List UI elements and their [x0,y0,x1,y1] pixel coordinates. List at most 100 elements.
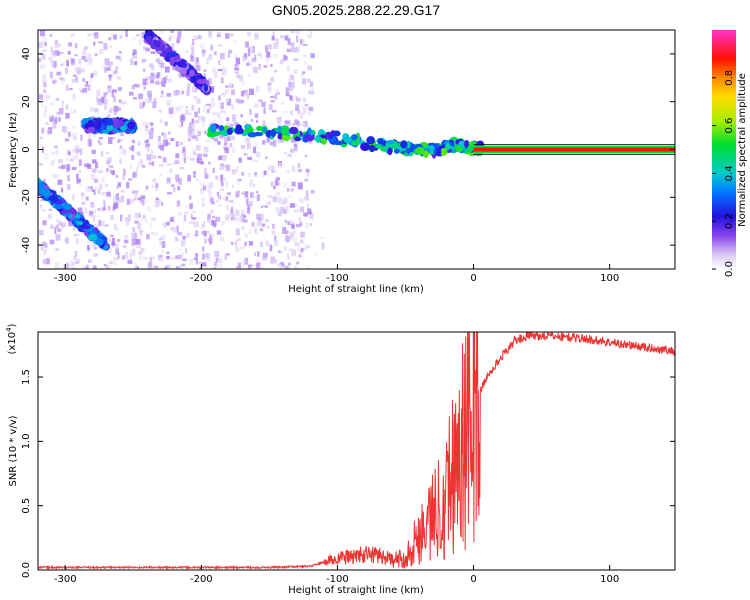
spectrogram-speckle [158,109,162,113]
spectrogram-speckle [96,96,99,103]
spectrogram-speckle [234,64,239,68]
spectrogram-speckle [231,104,234,110]
spectrogram-speckle [241,78,244,86]
spectrogram-speckle [236,265,242,269]
spectrogram-speckle [223,146,229,150]
spectrogram-speckle [243,214,246,219]
spectrogram-cell [38,185,45,194]
spectrogram-speckle [118,99,122,104]
spectrogram-speckle [235,98,240,103]
spectrogram-cell [366,136,376,145]
spectrogram-speckle [122,150,127,156]
spectrogram-speckle [287,253,290,260]
spectrogram-speckle [254,113,259,118]
spectrogram-speckle [83,266,87,269]
spectrogram-speckle [171,42,175,49]
spectrogram-speckle [178,265,183,269]
spectrogram-speckle [76,232,81,237]
spectrogram-speckle [187,137,191,142]
spectrogram-speckle [140,247,145,253]
spectrogram-speckle [295,261,300,265]
spectrogram-speckle [302,107,307,115]
spectrogram-speckle [285,93,290,97]
spectrogram-speckle [278,162,282,169]
spectrogram-speckle [189,60,193,64]
spectrogram-speckle [60,187,64,193]
spectrogram-speckle [103,43,108,50]
spectrogram-speckle [204,173,209,179]
spectrogram-speckle [247,143,252,149]
spectrogram-speckle [41,104,44,108]
spectrogram-speckle [81,192,84,200]
spectrogram-speckle [52,81,55,85]
spectrogram-speckle [225,33,230,39]
spectrogram-speckle [137,222,142,230]
spectrogram-speckle [42,49,48,52]
spectrogram-speckle [124,251,129,259]
spectrogram-speckle [106,168,110,172]
spectrogram-speckle [83,207,88,211]
spectrogram-speckle [89,59,92,62]
spectrogram-speckle [163,222,167,228]
spectrogram-speckle [138,251,142,255]
spectrogram-speckle [49,117,54,123]
spectrogram-speckle [305,245,311,249]
spectrogram-speckle [290,75,294,80]
y-tick-label: 40 [21,48,32,61]
spectrogram-speckle [277,263,281,267]
spectrogram-speckle [58,117,61,122]
spectrogram-speckle [287,38,291,45]
spectrogram-speckle [266,51,271,58]
spectrogram-speckle [111,91,117,94]
spectrogram-speckle [149,257,152,263]
spectrogram-speckle [284,55,288,60]
spectrogram-speckle [224,254,227,261]
spectrogram-speckle [247,47,251,52]
spectrogram-speckle [205,256,211,262]
spectrogram-speckle [260,213,264,220]
spectrogram-speckle [129,57,134,63]
spectrogram-speckle [281,101,285,105]
spectrogram-cell [165,47,173,54]
spectrogram-speckle [153,97,157,104]
spectrogram-speckle [228,200,234,203]
spectrogram-speckle [235,191,239,198]
spectrogram-speckle [196,144,201,151]
spectrogram-speckle [293,58,299,61]
spectrogram-speckle [56,267,61,269]
spectrogram-speckle [155,183,159,188]
spectrogram-speckle [254,142,258,149]
spectrogram-speckle [262,140,266,145]
spectrogram-speckle [60,78,66,82]
spectrogram-speckle [179,75,185,78]
spectrogram-speckle [196,157,200,164]
spectrogram-speckle [91,159,97,164]
spectrogram-speckle [107,114,111,118]
spectrogram-speckle [216,191,219,196]
spectrogram-speckle [314,253,317,257]
spectrogram-speckle [131,61,137,65]
spectrogram-speckle [244,241,248,247]
spectrogram-speckle [85,185,91,193]
spectrogram-speckle [103,264,107,267]
spectrogram-speckle [155,73,160,79]
spectrogram-speckle [265,240,270,247]
spectrogram-speckle [254,229,258,234]
spectrogram-speckle [249,180,253,187]
spectrogram-speckle [119,145,123,150]
spectrogram-speckle [184,248,188,254]
spectrogram-speckle [108,74,113,78]
spectrogram-speckle [54,40,59,45]
spectrogram-cell [226,127,233,135]
spectrogram-speckle [110,234,114,237]
colorbar-tick-label: 0.0 [724,261,735,277]
spectrogram-speckle [224,89,229,94]
spectrogram-speckle [103,202,106,210]
spectrogram-speckle [299,198,304,203]
spectrogram-speckle [131,154,135,160]
spectrogram-speckle [285,120,291,126]
spectrogram-speckle [305,190,309,197]
spectrogram-speckle [55,248,60,252]
spectrogram-speckle [145,199,149,204]
spectrogram-speckle [91,189,95,193]
